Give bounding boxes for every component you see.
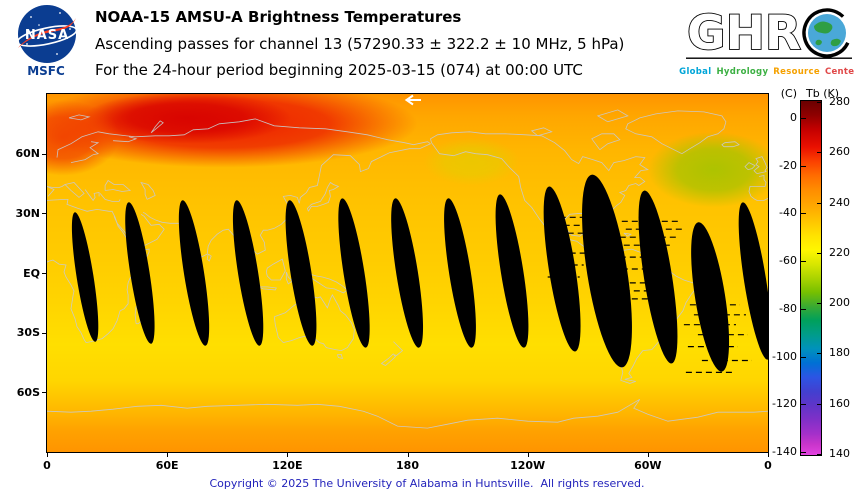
colorbar-tick-left: [801, 404, 806, 406]
colorbar-kelvin-label: 180: [829, 346, 850, 360]
colorbar-celsius-label: -40: [779, 206, 797, 220]
colorbar-tick-left: [801, 308, 806, 310]
y-axis-label: 60N: [15, 147, 40, 161]
colorbar-celsius-label: -20: [779, 158, 797, 172]
colorbar-tick-right: [817, 102, 822, 103]
ghrc-word: Center: [824, 67, 854, 77]
ghrc-word: Resource: [773, 67, 820, 77]
x-axis-tick: [407, 453, 409, 457]
colorbar-celsius-label: 0: [790, 111, 797, 124]
colorbar-tick-right: [817, 454, 822, 455]
tb-anomaly-region: [423, 137, 520, 186]
x-axis-tick: [768, 453, 769, 457]
tb-anomaly-region: [647, 131, 781, 208]
y-axis-tick: [42, 273, 46, 274]
ghrc-globe-continents: [814, 21, 841, 47]
nasa-insignia-sphere: [18, 5, 76, 63]
colorbar-kelvin-label: 280: [829, 95, 850, 108]
ghrc-logo-graphic: GHR: [686, 5, 852, 62]
colorbar-kelvin-label: 160: [829, 396, 850, 410]
colorbar-kelvin-label: 240: [829, 195, 850, 209]
tb-anomaly-region: [83, 92, 292, 144]
colorbar-celsius-label: -80: [779, 301, 797, 315]
y-axis-tick: [42, 213, 46, 215]
nasa-stars: [26, 12, 71, 55]
y-axis-tick: [42, 153, 46, 155]
colorbar-celsius-unit: (C): [780, 87, 797, 100]
colorbar-tick-left: [801, 213, 806, 215]
ghrc-word: Global: [679, 67, 712, 77]
y-axis-tick: [42, 332, 46, 334]
overlay-left-arrow-icon: [404, 94, 421, 106]
colorbar-celsius-label: -120: [772, 397, 797, 411]
x-axis-label: 120W: [510, 459, 546, 472]
x-axis-label: 120E: [272, 459, 303, 472]
x-axis-label: 180: [396, 459, 419, 472]
colorbar-kelvin-label: 220: [829, 245, 850, 259]
ghrc-word: Hydrology: [716, 67, 769, 77]
colorbar-tick-left: [801, 261, 806, 263]
copyright-text: Copyright © 2025 The University of Alaba…: [209, 477, 645, 490]
x-axis-tick: [647, 453, 649, 457]
image-title: NOAA-15 AMSU-A Brightness Temperatures: [95, 8, 462, 26]
ghrc-subtitle: Global Hydrology Resource Center: [679, 67, 854, 77]
nasa-wordmark: NASA: [25, 28, 69, 43]
colorbar-tick-right: [817, 152, 822, 154]
missing-scanline-dashes: [547, 216, 752, 373]
header-titles: NOAA-15 AMSU-A Brightness Temperatures A…: [95, 8, 624, 87]
colorbar-kelvin-label: 260: [829, 145, 850, 159]
colorbar-celsius-label: -60: [779, 254, 797, 268]
colorbar-celsius-label: -100: [772, 349, 797, 363]
map-plot: [6, 80, 781, 453]
image-subtitle-period: For the 24-hour period beginning 2025-03…: [95, 61, 583, 79]
nasa-center-label: MSFC: [27, 64, 65, 78]
colorbar-kelvin-label: 200: [829, 296, 850, 310]
ghrc-letters: GHR: [687, 6, 801, 61]
nasa-orbit-ellipse: [16, 25, 78, 47]
x-axis-tick: [527, 453, 529, 457]
ghrc-logo: GHR Global Hydrology Resource Center: [679, 4, 854, 77]
colorbar-kelvin-label: 140: [829, 447, 850, 460]
colorbar-tick-right: [817, 353, 822, 355]
y-axis-label: 30N: [15, 206, 40, 220]
x-axis-label: 60W: [634, 459, 662, 472]
colorbar-celsius-label: -140: [772, 445, 797, 458]
colorbar-tick-right: [817, 252, 822, 254]
x-axis-label: 60E: [155, 459, 179, 472]
colorbar-tick-left: [801, 118, 806, 119]
x-axis-tick: [47, 453, 48, 457]
ghrc-underline: [686, 57, 852, 59]
colorbar-tick-left: [801, 452, 806, 453]
y-axis-label: 30S: [16, 326, 40, 340]
y-axis-label: 60S: [16, 385, 40, 399]
colorbar-kelvin-unit: Tb (K): [806, 87, 839, 100]
colorbar-tick-right: [817, 403, 822, 405]
colorbar-tick-right: [817, 202, 822, 204]
x-axis-label: 0: [764, 459, 772, 472]
colorbar-tick-left: [801, 165, 806, 167]
colorbar: [800, 100, 822, 456]
y-axis-label: EQ: [23, 266, 40, 280]
colorbar-tick-right: [817, 303, 822, 305]
image-subtitle-channel: Ascending passes for channel 13 (57290.3…: [95, 35, 625, 53]
x-axis-tick: [287, 453, 289, 457]
nasa-logo: NASA: [16, 5, 78, 63]
x-axis-tick: [167, 453, 169, 457]
y-axis-tick: [42, 392, 46, 394]
colorbar-tick-left: [801, 356, 806, 358]
orbit-gap-swaths: [71, 174, 772, 372]
x-axis-label: 0: [43, 459, 51, 472]
